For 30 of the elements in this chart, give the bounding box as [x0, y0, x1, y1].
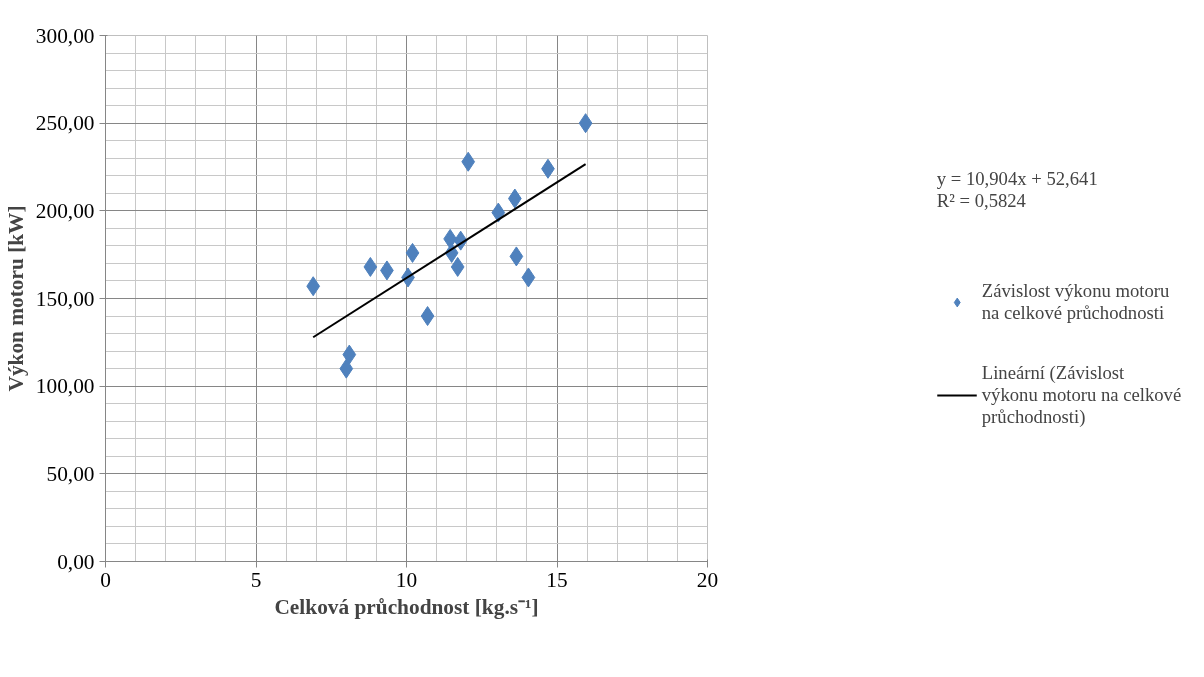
y-tick-label: 300,00 — [35, 23, 95, 48]
text: y = 10,904x + 52,641 — [936, 168, 1098, 189]
y-tick-label: 100,00 — [35, 374, 95, 399]
x-tick-label: 0 — [100, 567, 111, 592]
point — [461, 151, 476, 172]
y-tick-label: 250,00 — [35, 111, 95, 136]
point — [491, 202, 506, 223]
y-tick-label: 0,00 — [57, 549, 95, 574]
point — [342, 344, 357, 365]
point — [509, 246, 524, 267]
x-tick-label: 5 — [250, 567, 262, 592]
point — [420, 306, 435, 327]
x-axis-title: Celková průchodnost [kg.s⁻¹] — [274, 594, 539, 619]
text: R² = 0,5824 — [936, 190, 1026, 211]
point — [578, 113, 593, 134]
y-tick-label: 200,00 — [35, 198, 95, 223]
x-tick-label: 10 — [395, 567, 418, 592]
point — [339, 358, 354, 379]
x-tick-label: 15 — [546, 567, 568, 592]
y-tick-label: 150,00 — [35, 286, 95, 311]
x-tick-label: 20 — [696, 567, 719, 592]
point — [450, 256, 465, 277]
point — [363, 256, 378, 277]
y-tick-label: 50,00 — [46, 461, 95, 486]
point — [521, 267, 536, 288]
y-axis-title: Výkon motoru [kW] — [3, 205, 28, 392]
legend-label: Lineární (Závislost výkonu motoru na celkové průchodnosti) — [981, 362, 1182, 428]
point — [306, 276, 321, 297]
point — [405, 242, 420, 263]
legend-label: Závislost výkonu motoru na celkové průchodnosti — [981, 279, 1170, 325]
